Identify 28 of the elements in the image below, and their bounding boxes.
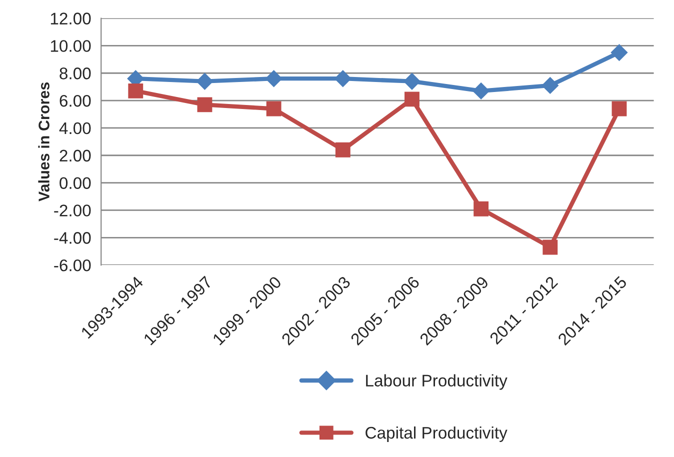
point (128, 83, 144, 98)
point (404, 72, 420, 90)
y-tick-label: 0.00 (60, 177, 91, 190)
point (197, 97, 212, 112)
y-tick-label: 4.00 (59, 122, 91, 134)
point (404, 92, 420, 107)
point (610, 44, 628, 61)
point (196, 72, 214, 90)
y-tick-label: 10.00 (50, 40, 91, 52)
y-axis-title: Values in Crores (38, 82, 50, 202)
point (542, 77, 559, 94)
point (474, 201, 489, 216)
legend-label: Capital Productivity (366, 426, 508, 442)
y-tick-label: -4.00 (54, 232, 91, 244)
point (266, 101, 282, 116)
legend-label: Labour Productivity (366, 374, 508, 390)
point (612, 101, 627, 116)
y-tick-label: 12.00 (50, 12, 91, 24)
point (472, 82, 490, 100)
y-tick-label: -6.00 (54, 259, 91, 272)
y-tick-label: 6.00 (60, 94, 91, 107)
y-tick-label: 2.00 (60, 150, 91, 162)
y-tick-label: 8.00 (60, 68, 91, 80)
point (334, 70, 352, 87)
point (265, 70, 282, 87)
point (542, 240, 558, 255)
point (335, 142, 350, 158)
y-tick-label: -2.00 (54, 204, 91, 216)
